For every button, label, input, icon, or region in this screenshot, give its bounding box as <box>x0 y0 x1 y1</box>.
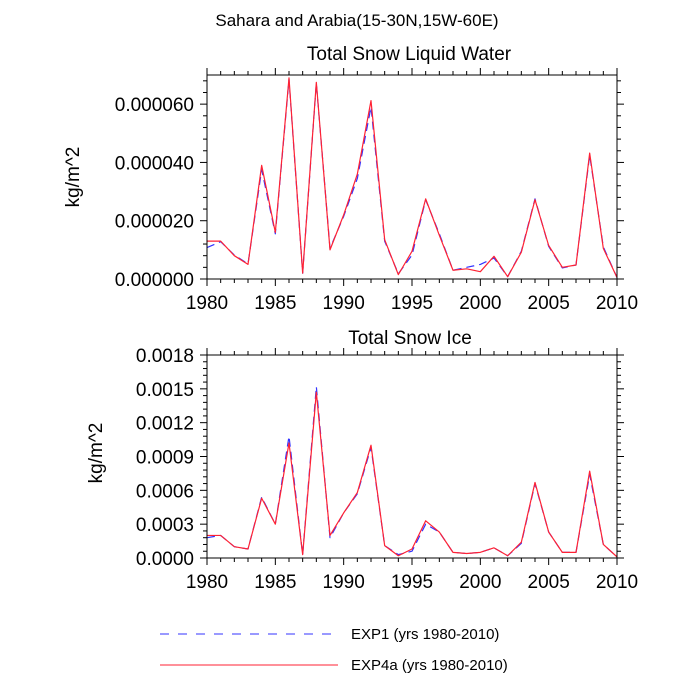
x-tick-label: 1980 <box>186 293 228 314</box>
x-tick-label: 1980 <box>186 572 228 593</box>
y-axis-label-liquid-water: kg/m^2 <box>63 147 84 208</box>
series-line-exp1-snow-ice <box>206 385 618 558</box>
y-tick-label: 0.000040 <box>115 153 194 174</box>
panel-snow-liquid-water: Total Snow Liquid Water kg/m^2 1980 1985 1… <box>63 44 638 314</box>
plot-frame-liquid-water <box>206 74 618 280</box>
y-tick-label: 0.0012 <box>136 414 194 435</box>
y-tick-label: 0.000020 <box>115 212 194 233</box>
plot-frame-snow-ice <box>206 354 618 559</box>
x-tick-label: 2000 <box>459 293 501 314</box>
series-line-exp4a-liquid-water <box>207 77 618 278</box>
x-tick-label: 1985 <box>254 293 296 314</box>
panel-title-snow-ice: Total Snow Ice <box>348 328 472 349</box>
x-tick-label: 2010 <box>596 293 638 314</box>
y-tick-label: 0.0018 <box>136 346 194 367</box>
x-tick-label: 1990 <box>323 293 365 314</box>
panel-title-liquid-water: Total Snow Liquid Water <box>307 44 512 65</box>
series-line-exp4a-snow-ice <box>207 391 618 558</box>
legend: EXP1 (yrs 1980-2010) EXP4a (yrs 1980-201… <box>160 626 508 674</box>
y-tick-label: 0.0006 <box>136 481 194 502</box>
y-tick-label: 0.000000 <box>115 270 194 291</box>
y-tick-label: 0.0003 <box>136 515 194 536</box>
y-tick-label: 0.000060 <box>115 95 194 116</box>
legend-label-exp1: EXP1 (yrs 1980-2010) <box>351 626 499 643</box>
x-tick-label: 2000 <box>459 572 501 593</box>
y-tick-label: 0.0009 <box>136 448 194 469</box>
x-tick-label: 2005 <box>528 293 570 314</box>
x-tick-label: 2005 <box>528 572 570 593</box>
x-tick-label: 1990 <box>323 572 365 593</box>
panel-snow-ice: Total Snow Ice kg/m^2 1980 1985 1990 1995 20… <box>86 328 638 593</box>
x-tick-label: 1995 <box>391 572 433 593</box>
x-tick-label: 1985 <box>254 572 296 593</box>
legend-label-exp4a: EXP4a (yrs 1980-2010) <box>351 657 508 674</box>
x-tick-label: 1995 <box>391 293 433 314</box>
y-axis-label-snow-ice: kg/m^2 <box>86 423 107 484</box>
y-tick-label: 0.0015 <box>136 380 194 401</box>
series-line-exp1-liquid-water <box>206 78 618 278</box>
y-tick-label: 0.0000 <box>136 549 194 570</box>
figure-title: Sahara and Arabia(15-30N,15W-60E) <box>215 11 498 30</box>
x-tick-label: 2010 <box>596 572 638 593</box>
